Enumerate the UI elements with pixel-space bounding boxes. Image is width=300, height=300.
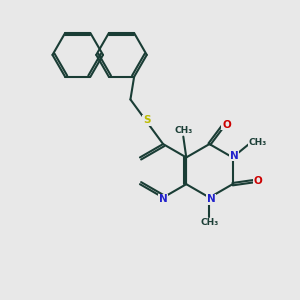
Text: CH₃: CH₃ — [174, 126, 192, 135]
Text: N: N — [230, 151, 239, 161]
Text: O: O — [222, 120, 231, 130]
Text: CH₃: CH₃ — [200, 218, 219, 227]
Text: N: N — [159, 194, 167, 204]
Text: O: O — [254, 176, 262, 186]
Text: N: N — [207, 194, 215, 204]
Text: CH₃: CH₃ — [248, 138, 266, 147]
Text: S: S — [143, 115, 151, 125]
